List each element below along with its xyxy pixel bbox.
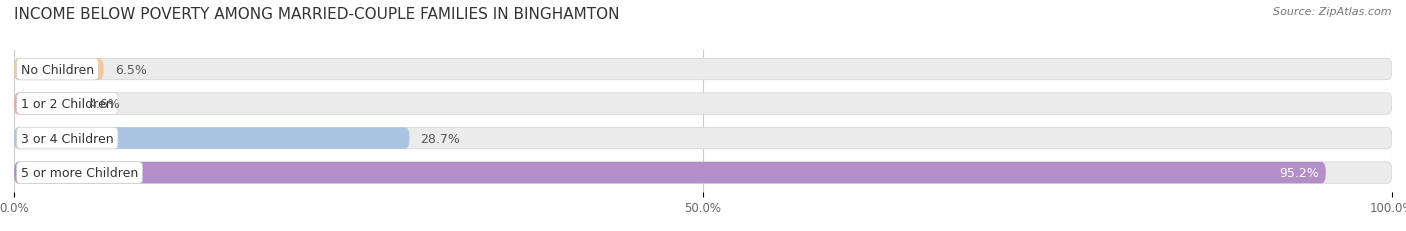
Text: 95.2%: 95.2% [1279,166,1319,179]
Text: 3 or 4 Children: 3 or 4 Children [21,132,114,145]
Text: 5 or more Children: 5 or more Children [21,166,138,179]
Text: 4.6%: 4.6% [89,98,121,111]
Text: 1 or 2 Children: 1 or 2 Children [21,98,114,111]
FancyBboxPatch shape [14,128,1392,149]
FancyBboxPatch shape [14,93,1392,115]
Text: INCOME BELOW POVERTY AMONG MARRIED-COUPLE FAMILIES IN BINGHAMTON: INCOME BELOW POVERTY AMONG MARRIED-COUPL… [14,7,620,22]
FancyBboxPatch shape [14,162,1326,183]
FancyBboxPatch shape [14,59,104,80]
FancyBboxPatch shape [14,128,409,149]
FancyBboxPatch shape [14,93,77,115]
Text: Source: ZipAtlas.com: Source: ZipAtlas.com [1274,7,1392,17]
Text: 28.7%: 28.7% [420,132,460,145]
FancyBboxPatch shape [14,162,1392,183]
Text: 6.5%: 6.5% [115,63,146,76]
FancyBboxPatch shape [14,59,1392,80]
Text: No Children: No Children [21,63,94,76]
